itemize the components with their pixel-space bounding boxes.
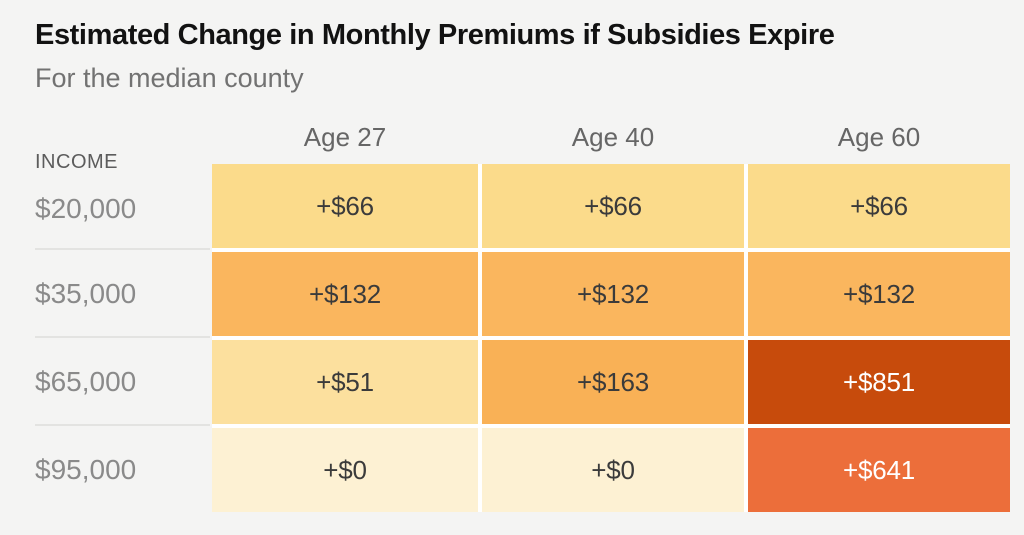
heatmap-cell: +$66 xyxy=(748,164,1010,248)
heatmap-cell: +$0 xyxy=(482,428,744,512)
row-divider xyxy=(35,424,210,426)
row-label-income-95000: $95,000 xyxy=(35,454,137,485)
chart-subtitle: For the median county xyxy=(35,63,304,93)
heatmap-cell: +$132 xyxy=(482,252,744,336)
heatmap-cell: +$51 xyxy=(212,340,478,424)
heatmap-cell: +$66 xyxy=(212,164,478,248)
row-divider xyxy=(35,248,210,250)
row-label-income-20000: $20,000 xyxy=(35,193,137,224)
column-header-age-40: Age 40 xyxy=(571,122,655,152)
heatmap-grid: +$66 +$66 +$66 +$132 +$132 +$132 +$51 +$… xyxy=(212,164,1010,512)
heatmap-cell: +$851 xyxy=(748,340,1010,424)
heatmap-cell: +$641 xyxy=(748,428,1010,512)
row-divider xyxy=(35,336,210,338)
heatmap-cell: +$0 xyxy=(212,428,478,512)
column-header-age-60: Age 60 xyxy=(837,122,921,152)
chart-title: Estimated Change in Monthly Premiums if … xyxy=(35,19,835,51)
column-header-age-27: Age 27 xyxy=(303,122,387,152)
heatmap-cell: +$163 xyxy=(482,340,744,424)
heatmap-cell: +$66 xyxy=(482,164,744,248)
income-axis-label: INCOME xyxy=(35,151,118,173)
row-label-income-35000: $35,000 xyxy=(35,278,137,309)
heatmap-cell: +$132 xyxy=(748,252,1010,336)
heatmap-cell: +$132 xyxy=(212,252,478,336)
row-label-income-65000: $65,000 xyxy=(35,366,137,397)
